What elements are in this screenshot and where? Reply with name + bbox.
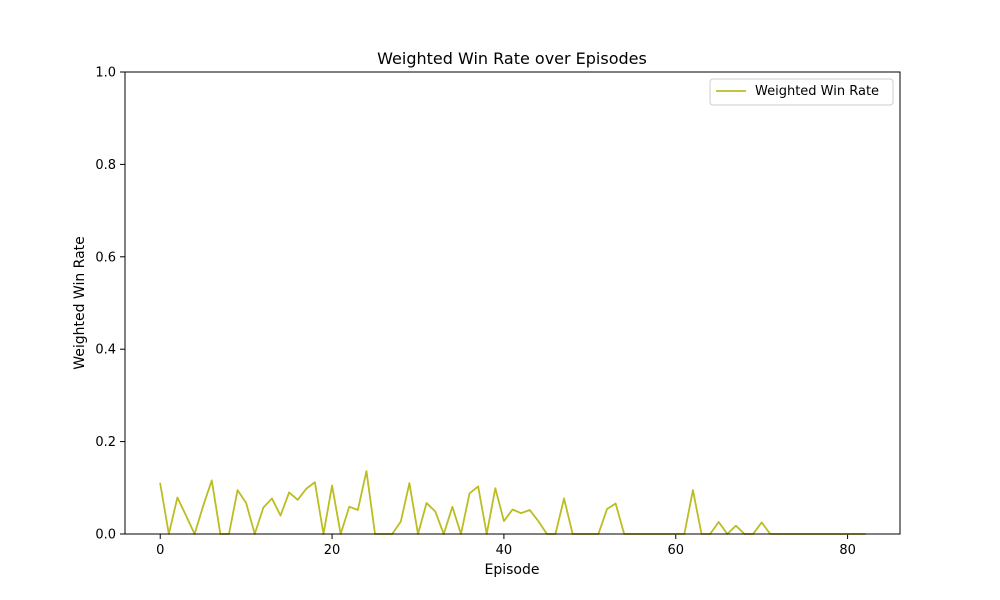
y-tick-label: 0.0 — [95, 528, 116, 543]
y-tick-label: 0.8 — [95, 158, 116, 173]
x-tick-label: 80 — [839, 543, 856, 558]
y-tick-label: 0.6 — [95, 250, 116, 265]
y-axis-label: Weighted Win Rate — [72, 236, 88, 370]
x-axis-ticks: 0 20 40 60 80 — [156, 534, 856, 558]
y-tick-label: 0.4 — [95, 343, 116, 358]
x-axis-label: Episode — [485, 562, 540, 578]
legend: Weighted Win Rate — [709, 78, 894, 106]
x-tick-label: 0 — [156, 543, 164, 558]
chart-title: Weighted Win Rate over Episodes — [377, 49, 647, 68]
y-tick-label: 1.0 — [95, 66, 116, 81]
plot-frame — [124, 71, 901, 535]
legend-label: Weighted Win Rate — [755, 84, 879, 99]
y-tick-label: 0.2 — [95, 435, 116, 450]
x-tick-label: 20 — [324, 543, 341, 558]
y-axis-ticks: 0.0 0.2 0.4 0.6 0.8 1.0 — [95, 66, 125, 543]
legend-box — [709, 78, 894, 106]
x-tick-label: 40 — [496, 543, 513, 558]
x-tick-label: 60 — [667, 543, 684, 558]
plot-area — [125, 72, 900, 534]
